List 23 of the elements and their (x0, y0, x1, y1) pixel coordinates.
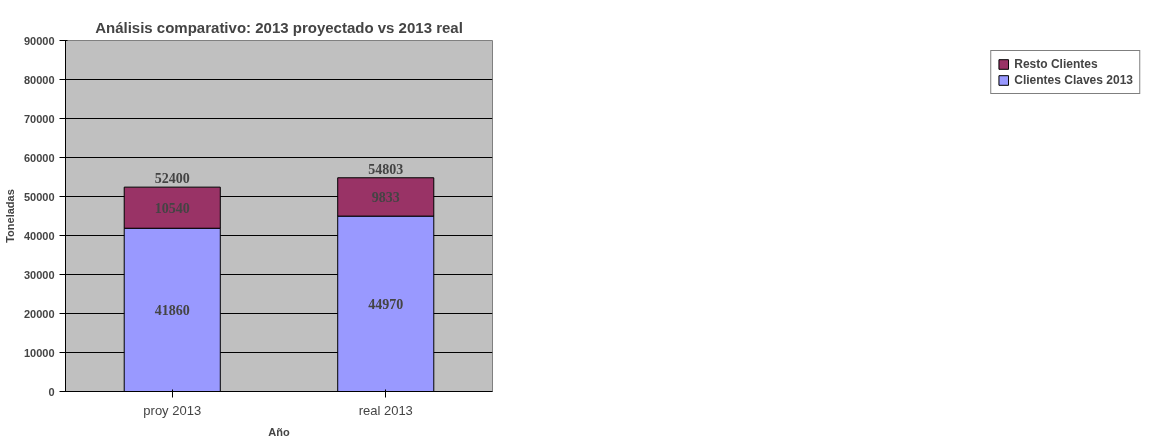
x-tick-label: real 2013 (358, 402, 413, 418)
y-tick-label: 40000 (23, 229, 55, 242)
data-label: 9833 (371, 189, 400, 205)
y-tick-label: 10000 (23, 346, 55, 359)
y-tick-label: 90000 (23, 34, 55, 47)
y-tick-label: 30000 (23, 268, 55, 281)
data-label: 44970 (368, 296, 404, 312)
x-tick-label: proy 2013 (143, 402, 202, 418)
y-tick-label: 50000 (23, 190, 55, 203)
y-tick-label: 60000 (23, 151, 55, 164)
y-axis-title: Toneladas (3, 189, 16, 243)
total-label: 52400 (154, 171, 190, 187)
total-label: 54803 (368, 161, 404, 177)
legend-label: Resto Clientes (1014, 57, 1098, 71)
data-label: 41860 (154, 302, 190, 318)
x-axis-title: Año (268, 425, 290, 438)
y-tick-label: 70000 (23, 112, 55, 125)
chart-title: Análisis comparativo: 2013 proyectado vs 2013 real (95, 18, 463, 36)
y-tick-label: 80000 (23, 73, 55, 86)
y-tick-label: 20000 (23, 307, 55, 320)
y-tick-label: 0 (48, 385, 55, 398)
legend-label: Clientes Claves 2013 (1014, 73, 1133, 87)
data-label: 10540 (154, 200, 190, 216)
